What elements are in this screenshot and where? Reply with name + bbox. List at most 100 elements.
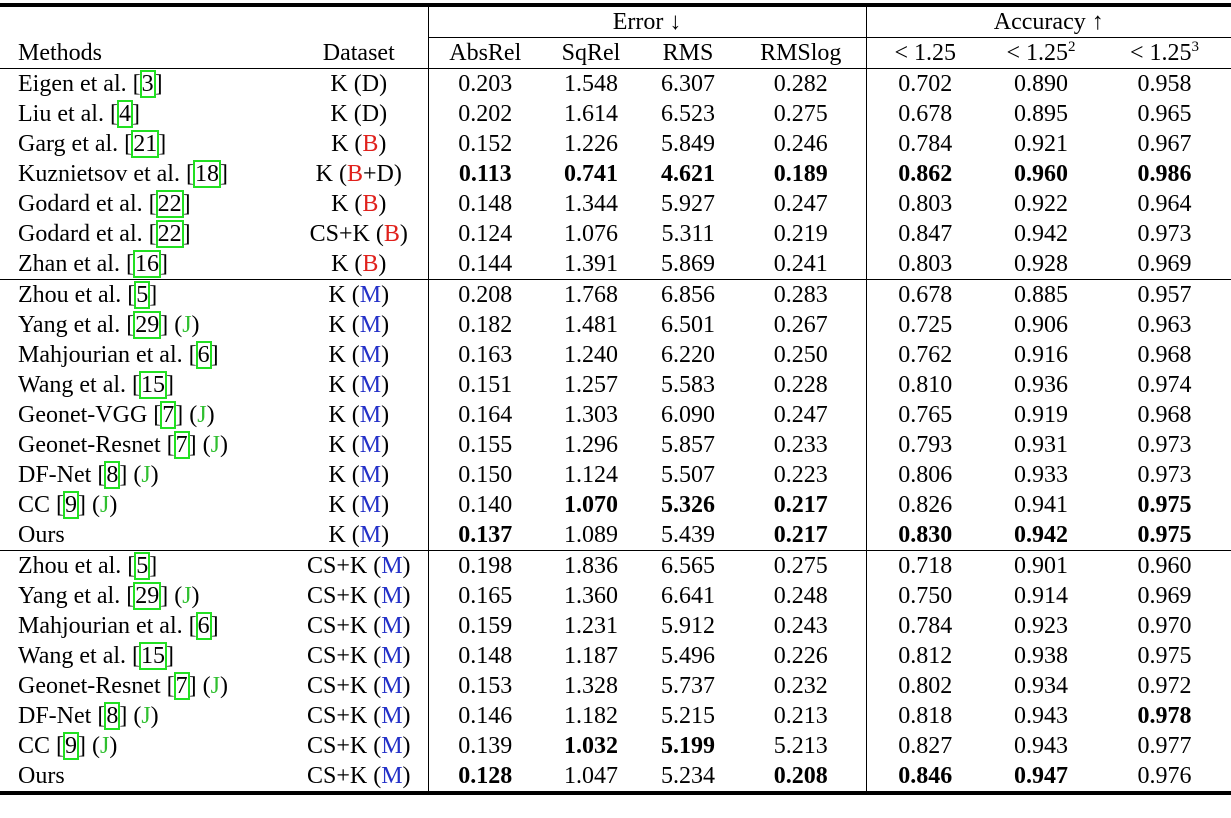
value-cell: 0.113	[427, 159, 542, 189]
method-cell: DF-Net [8] (J)	[0, 701, 290, 731]
dataset-cell: CS+K (M)	[290, 701, 428, 731]
text-segment: Wang et al. [	[18, 643, 141, 669]
text-segment: CS+K (	[306, 763, 382, 789]
value-cell: 0.164	[427, 400, 542, 430]
citation-link: 6	[195, 341, 212, 369]
value-cell: 6.090	[661, 402, 715, 428]
value-cell: 0.969	[1098, 249, 1231, 280]
text-segment: )	[109, 492, 118, 518]
value-cell: 0.784	[865, 611, 985, 641]
value-cell: 1.032	[564, 733, 618, 759]
text-segment: K (D)	[330, 101, 388, 127]
value-cell: 0.155	[427, 430, 542, 460]
text-segment: )	[402, 643, 411, 669]
table-row: Yang et al. [29] (J) CS+K (M) 0.165 1.360 6.…	[0, 581, 1231, 611]
value-cell: 0.958	[1137, 71, 1192, 97]
text-segment: K (	[328, 372, 360, 398]
value-cell: 0.921	[1014, 131, 1069, 157]
text-segment: K (	[331, 251, 363, 277]
value-cell: 0.916	[1014, 342, 1069, 368]
value-cell: 0.198	[427, 550, 542, 581]
method-cell: Ours	[0, 520, 290, 551]
value-cell: 5.439	[640, 520, 736, 551]
table-row: Wang et al. [15] CS+K (M) 0.148 1.187 5.496 0…	[0, 641, 1231, 671]
colored-label: B	[362, 191, 379, 217]
value-cell: 1.226	[564, 131, 618, 157]
value-cell: 0.725	[865, 310, 985, 340]
dataset-cell: K (M)	[290, 400, 428, 430]
text-segment: Wang et al. [	[18, 372, 141, 398]
text-segment: ] (	[160, 583, 183, 609]
citation-link: 3	[139, 70, 156, 98]
dataset-cell: K (M)	[290, 370, 428, 400]
text-segment: K (D)	[330, 71, 388, 97]
text-segment: ] (	[188, 673, 211, 699]
method-cell: Wang et al. [15]	[0, 370, 290, 400]
text-segment: Geonet-VGG [	[18, 402, 162, 428]
text-segment: )	[402, 673, 411, 699]
text-segment: Kuznietsov et al. [	[18, 161, 194, 187]
value-cell: 1.076	[564, 221, 618, 247]
value-cell: 0.219	[773, 221, 828, 247]
text-segment: < 1.25	[894, 40, 957, 66]
citation-link: 8	[104, 702, 121, 730]
table-row: Zhou et al. [5] K (M) 0.208 1.768 6.856 0.283…	[0, 279, 1231, 311]
method-cell: Kuznietsov et al. [18]	[0, 159, 290, 189]
colored-label: J	[210, 673, 220, 699]
value-cell: 0.933	[1014, 462, 1069, 488]
text-segment: )	[402, 583, 411, 609]
table-row: Mahjourian et al. [6] CS+K (M) 0.159 1.231 5…	[0, 611, 1231, 641]
method-cell: Godard et al. [22]	[0, 219, 290, 249]
text-segment: ]	[154, 71, 163, 97]
text-segment: CS+K (	[306, 583, 382, 609]
value-cell: 0.718	[865, 550, 985, 581]
value-cell: 5.496	[661, 643, 715, 669]
text-segment: )	[381, 522, 390, 548]
value-cell: 0.247	[773, 191, 828, 217]
value-cell: 0.153	[427, 671, 542, 701]
value-cell: 0.275	[773, 101, 828, 127]
value-cell: 0.267	[773, 312, 828, 338]
text-segment: ]	[182, 191, 191, 217]
value-cell: 0.765	[865, 400, 985, 430]
text-segment: ] (	[188, 432, 211, 458]
value-cell: 1.089	[542, 520, 640, 551]
value-cell: 0.960	[1137, 553, 1192, 579]
colored-label: B	[383, 221, 400, 247]
text-segment: ] (	[78, 492, 100, 518]
value-cell: 0.810	[865, 370, 985, 400]
text-segment: Eigen et al. [	[18, 71, 141, 97]
value-cell: 0.784	[865, 129, 985, 159]
text-segment: +D)	[362, 161, 402, 187]
citation-link: 21	[131, 130, 160, 158]
text-segment: )	[381, 282, 390, 308]
table-row: DF-Net [8] (J) K (M) 0.150 1.124 5.507 0.223 0…	[0, 460, 1231, 490]
citation-link: 18	[192, 160, 221, 188]
value-cell: 0.978	[1137, 703, 1192, 729]
colored-label: J	[100, 492, 110, 518]
text-segment: CC [	[18, 733, 65, 759]
value-cell: 0.217	[736, 520, 867, 551]
text-segment: K (	[328, 402, 360, 428]
table-row: Eigen et al. [3] K (D) 0.203 1.548 6.307 0.28…	[0, 68, 1231, 99]
dataset-cell: K (M)	[290, 280, 428, 311]
value-cell: 0.241	[736, 249, 867, 280]
value-cell: 0.213	[773, 703, 828, 729]
text-segment: K (	[328, 522, 360, 548]
value-cell: 0.973	[1137, 221, 1192, 247]
table-row: CC [9] (J) K (M) 0.140 1.070 5.326 0.217 0.826…	[0, 490, 1231, 520]
text-segment: K (	[331, 191, 363, 217]
citation-link: 29	[133, 582, 162, 610]
value-cell: 0.846	[865, 761, 985, 793]
citation-link: 5	[134, 281, 151, 309]
colored-label: M	[359, 492, 382, 518]
value-cell: 0.203	[427, 68, 542, 99]
value-cell: 0.968	[1137, 402, 1192, 428]
superscript: 3	[1191, 39, 1200, 55]
method-cell: Wang et al. [15]	[0, 641, 290, 671]
value-cell: 1.328	[564, 673, 618, 699]
text-segment: Garg et al. [	[18, 131, 133, 157]
value-cell: 0.970	[1137, 613, 1192, 639]
colored-label: J	[141, 462, 151, 488]
